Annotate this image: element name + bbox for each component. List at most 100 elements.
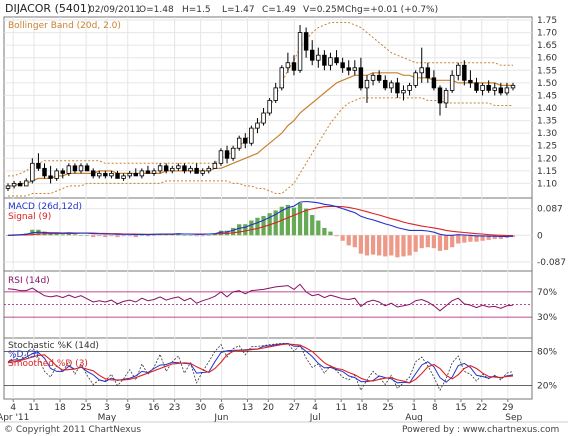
x-month-label: Apr '11 bbox=[0, 413, 29, 423]
candle-body bbox=[389, 82, 394, 89]
candle-body bbox=[218, 150, 224, 164]
candle-body bbox=[36, 162, 41, 169]
candle-body bbox=[84, 165, 90, 172]
candle-body bbox=[413, 72, 418, 86]
candle-body bbox=[224, 150, 230, 159]
candle-body bbox=[486, 84, 491, 91]
x-day-label: 8 bbox=[432, 403, 438, 413]
candle-body bbox=[78, 165, 84, 172]
macd-histogram-bar bbox=[486, 235, 491, 240]
macd-histogram-bar bbox=[443, 235, 449, 250]
powered-by: Powered by : www.chartnexus.com bbox=[402, 425, 559, 435]
macd-histogram-bar bbox=[352, 235, 357, 248]
macd-histogram-bar bbox=[249, 220, 254, 236]
candle-body bbox=[24, 180, 29, 187]
macd-histogram-bar bbox=[407, 235, 412, 256]
macd-histogram-bar bbox=[297, 203, 303, 236]
macd-histogram-bar bbox=[285, 204, 291, 236]
candle-body bbox=[468, 79, 473, 84]
price-layer bbox=[5, 22, 516, 197]
macd-histogram-bar bbox=[109, 235, 114, 237]
macd-histogram-bar bbox=[84, 235, 90, 236]
candle-body bbox=[334, 57, 339, 64]
macd-histogram-bar bbox=[72, 234, 78, 236]
price-tick-label: 1.20 bbox=[537, 154, 557, 164]
macd-histogram-bar bbox=[115, 235, 120, 238]
macd-histogram-bar bbox=[431, 235, 437, 249]
candle-body bbox=[255, 122, 260, 129]
candle-body bbox=[352, 67, 358, 71]
symbol-title: DIJACOR (5401) bbox=[5, 2, 91, 15]
macd-histogram-bar bbox=[188, 235, 193, 236]
stoch-smoothed-legend: Smoothed %D (3) bbox=[8, 359, 88, 369]
candle-body bbox=[54, 170, 59, 179]
macd-histogram-bar bbox=[492, 235, 497, 239]
header-change: Chg=+0.01 (+0.7%) bbox=[345, 5, 438, 15]
macd-histogram-bar bbox=[413, 235, 418, 252]
macd-histogram-bar bbox=[121, 235, 126, 237]
candle-body bbox=[297, 32, 303, 71]
candle-body bbox=[139, 170, 145, 177]
candle-body bbox=[176, 165, 181, 169]
candle-body bbox=[480, 84, 485, 91]
macd-histogram-bar bbox=[194, 235, 199, 237]
x-day-label: 11 bbox=[28, 403, 39, 413]
macd-histogram-bar bbox=[243, 224, 248, 236]
macd-histogram-bar bbox=[358, 235, 364, 254]
x-day-label: 20 bbox=[263, 403, 275, 413]
candle-body bbox=[291, 62, 297, 71]
candle-body bbox=[103, 172, 108, 177]
macd-histogram-bar bbox=[60, 234, 65, 236]
x-day-label: 30 bbox=[195, 403, 207, 413]
candle-body bbox=[346, 67, 351, 71]
macd-histogram-bar bbox=[66, 233, 71, 236]
x-month-label: May bbox=[98, 413, 117, 423]
candle-body bbox=[456, 64, 461, 76]
candle-body bbox=[48, 175, 53, 179]
candle-body bbox=[328, 57, 333, 66]
x-month-label: Aug bbox=[405, 413, 423, 423]
candle-body bbox=[236, 137, 242, 149]
macd-histogram-bar bbox=[255, 217, 260, 236]
macd-histogram-bar bbox=[310, 215, 315, 236]
candle-body bbox=[322, 54, 327, 66]
header-volume: V=0.25M bbox=[303, 5, 345, 15]
macd-histogram-bar bbox=[364, 235, 370, 256]
copyright: © Copyright 2011 ChartNexus bbox=[4, 425, 141, 435]
x-day-label: 25 bbox=[80, 403, 91, 413]
candle-body bbox=[11, 183, 17, 187]
macd-histogram-bar bbox=[334, 235, 339, 237]
macd-histogram-bar bbox=[510, 235, 516, 238]
candle-body bbox=[157, 165, 163, 172]
macd-histogram-bar bbox=[401, 235, 406, 257]
macd-layer bbox=[5, 200, 516, 258]
candle-body bbox=[443, 90, 449, 104]
macd-histogram-bar bbox=[212, 234, 217, 236]
macd-histogram-bar bbox=[370, 235, 376, 255]
candle-body bbox=[42, 167, 47, 177]
candle-body bbox=[145, 170, 151, 174]
macd-histogram-bar bbox=[291, 207, 297, 236]
candle-body bbox=[97, 172, 102, 177]
candle-body bbox=[121, 175, 126, 179]
x-day-label: 3 bbox=[104, 403, 110, 413]
stoch-tick-label: 80% bbox=[537, 347, 557, 357]
x-month-label: Jul bbox=[309, 413, 321, 423]
candle-body bbox=[5, 185, 11, 189]
stoch-tick-label: 20% bbox=[537, 382, 557, 392]
macd-histogram-bar bbox=[133, 235, 138, 238]
macd-histogram-bar bbox=[200, 235, 205, 237]
x-day-label: 1 bbox=[411, 403, 417, 413]
bollinger-middle-band bbox=[8, 72, 513, 187]
macd-histogram-bar bbox=[419, 235, 424, 249]
candle-body bbox=[376, 74, 382, 81]
candle-body bbox=[285, 62, 291, 69]
price-tick-label: 1.30 bbox=[537, 129, 557, 139]
macd-histogram-bar bbox=[346, 235, 351, 246]
macd-histogram-bar bbox=[218, 230, 224, 236]
candle-body bbox=[401, 90, 406, 94]
x-day-label: 22 bbox=[476, 403, 487, 413]
macd-histogram-bar bbox=[304, 208, 309, 236]
price-tick-label: 1.10 bbox=[537, 179, 557, 189]
macd-histogram-bar bbox=[78, 235, 84, 236]
